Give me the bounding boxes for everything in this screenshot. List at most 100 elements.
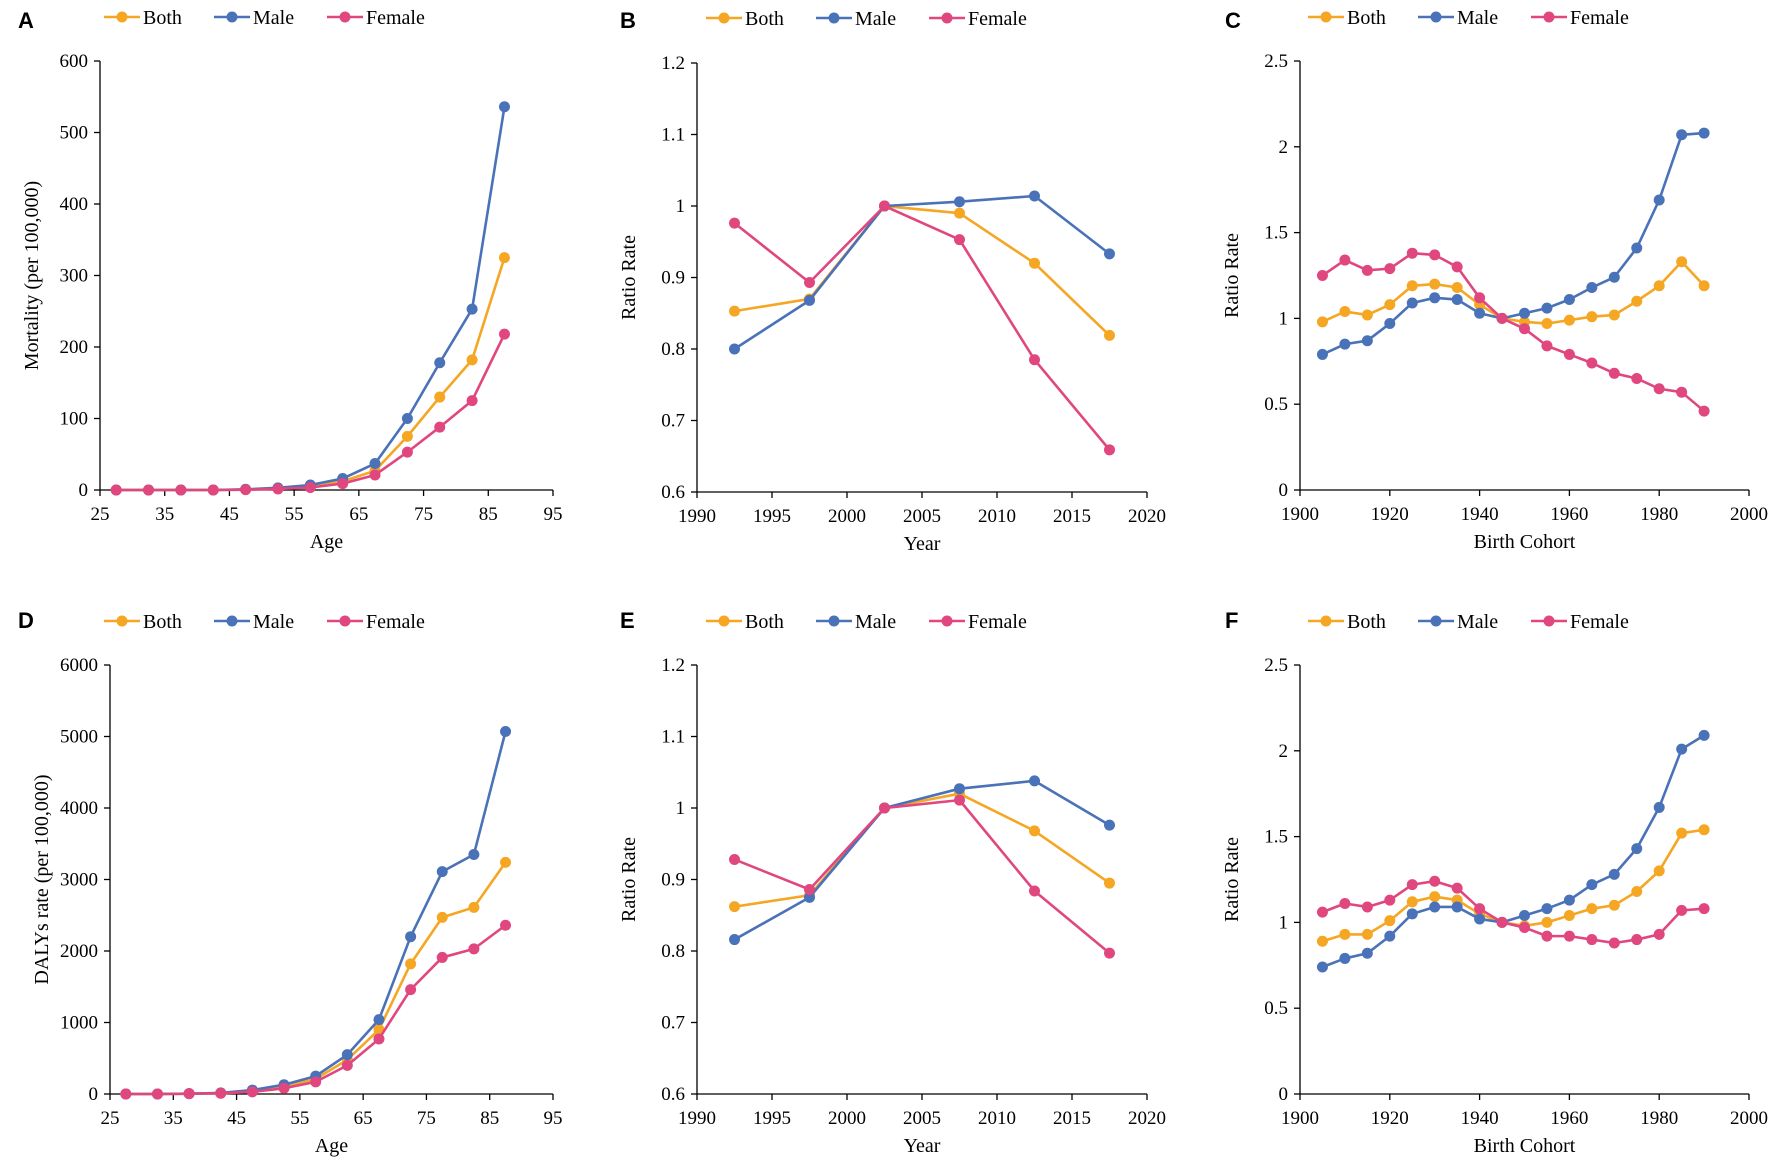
- data-point-female: [1451, 882, 1463, 894]
- data-point-both: [1104, 877, 1115, 889]
- legend-label: Male: [855, 8, 896, 30]
- y-tick-label: 600: [60, 51, 89, 72]
- data-point-female: [1676, 904, 1688, 916]
- data-point-male: [1698, 729, 1710, 741]
- x-tick-label: 1940: [1461, 1108, 1499, 1129]
- y-tick-label: 2.5: [1264, 655, 1288, 676]
- data-point-both: [468, 901, 480, 913]
- x-tick-label: 75: [417, 1108, 436, 1129]
- data-point-both: [436, 911, 448, 923]
- data-point-female: [337, 478, 349, 490]
- data-point-male: [373, 1014, 385, 1026]
- data-point-female: [401, 446, 413, 458]
- legend-label: Male: [1457, 611, 1498, 633]
- data-point-both: [1339, 306, 1351, 318]
- data-point-male: [729, 934, 740, 946]
- y-tick-label: 0: [1279, 1084, 1289, 1105]
- x-tick-label: 1995: [753, 506, 791, 527]
- y-axis-title: Ratio Rate: [1221, 837, 1243, 922]
- data-point-both: [1104, 329, 1115, 341]
- x-axis-title: Year: [904, 533, 941, 555]
- legend-item-male: Male: [214, 7, 294, 29]
- data-point-female: [151, 1088, 163, 1100]
- panel-f: F 0 0.5 1 1.5 2 2.5 1900 1920 1940 1960 1980 2000 Bir…: [1221, 608, 1768, 1157]
- data-point-both: [1384, 915, 1396, 927]
- data-point-both: [1586, 311, 1598, 323]
- y-tick-label: 3000: [60, 870, 98, 891]
- y-tick-label: 1: [676, 196, 686, 217]
- data-point-female: [341, 1059, 353, 1071]
- data-point-male: [436, 866, 448, 878]
- legend-item-female: Female: [327, 7, 425, 29]
- data-point-male: [1698, 127, 1710, 139]
- legend-item-female: Female: [327, 611, 425, 633]
- x-tick-label: 85: [480, 1108, 499, 1129]
- data-point-male: [1519, 307, 1530, 319]
- y-axis-title: Ratio Rate: [618, 235, 640, 320]
- y-tick-label: 0: [89, 1084, 99, 1105]
- legend-item-both: Both: [104, 611, 182, 633]
- y-tick-label: 100: [60, 409, 89, 430]
- data-point-female: [1474, 292, 1486, 304]
- data-point-male: [1339, 952, 1351, 964]
- data-point-female: [1586, 357, 1598, 369]
- data-point-both: [1361, 928, 1373, 940]
- data-point-both: [1631, 886, 1643, 898]
- y-tick-label: 1: [1279, 308, 1289, 329]
- legend-item-both: Both: [104, 7, 182, 29]
- data-point-female: [879, 802, 890, 814]
- x-tick-label: 85: [479, 504, 498, 525]
- data-point-both: [729, 305, 740, 317]
- legend-swatch-marker: [1543, 615, 1555, 627]
- legend-swatch-marker: [1543, 11, 1555, 23]
- data-point-both: [1541, 916, 1553, 928]
- legend-swatch-marker: [116, 11, 128, 23]
- data-point-male: [1563, 894, 1575, 906]
- data-point-female: [1519, 922, 1530, 934]
- series-line-male: [733, 779, 1111, 941]
- legend: Both Male Female: [706, 8, 1027, 30]
- x-tick-label: 1990: [678, 506, 716, 527]
- legend-label: Female: [968, 611, 1027, 633]
- series-female: [120, 919, 512, 1100]
- data-point-female: [1496, 916, 1508, 928]
- legend-swatch-marker: [226, 615, 238, 627]
- data-point-female: [1316, 906, 1328, 918]
- data-point-male: [954, 783, 965, 795]
- panel-letter: A: [18, 8, 34, 33]
- data-point-female: [729, 853, 740, 865]
- legend-label: Both: [1347, 7, 1386, 29]
- legend-item-male: Male: [1418, 7, 1498, 29]
- x-tick-label: 25: [91, 504, 110, 525]
- data-point-female: [498, 328, 510, 340]
- legend-item-female: Female: [1531, 7, 1629, 29]
- legend-label: Male: [253, 7, 294, 29]
- legend: Both Male Female: [1308, 611, 1629, 633]
- data-point-female: [1653, 928, 1665, 940]
- x-axis-title: Birth Cohort: [1474, 1135, 1576, 1157]
- legend-swatch-marker: [116, 615, 128, 627]
- data-point-both: [466, 354, 478, 366]
- data-point-male: [1384, 318, 1396, 330]
- data-point-both: [500, 856, 512, 868]
- y-tick-label: 1000: [60, 1013, 98, 1034]
- data-point-female: [436, 951, 448, 963]
- legend-item-both: Both: [1308, 7, 1386, 29]
- data-point-female: [1496, 312, 1508, 324]
- x-tick-label: 35: [164, 1108, 183, 1129]
- legend: Both Male Female: [104, 7, 425, 29]
- data-point-both: [1316, 316, 1328, 328]
- data-point-female: [373, 1033, 385, 1045]
- x-tick-label: 2010: [978, 1108, 1016, 1129]
- series-female: [729, 794, 1115, 959]
- data-point-male: [1474, 913, 1486, 925]
- data-point-female: [272, 483, 284, 495]
- data-point-female: [804, 884, 815, 896]
- data-point-female: [143, 484, 155, 496]
- x-tick-label: 2000: [1730, 1108, 1768, 1129]
- data-point-female: [1474, 903, 1486, 915]
- data-point-female: [1029, 885, 1040, 897]
- data-point-female: [1541, 340, 1553, 352]
- data-point-female: [1541, 930, 1553, 942]
